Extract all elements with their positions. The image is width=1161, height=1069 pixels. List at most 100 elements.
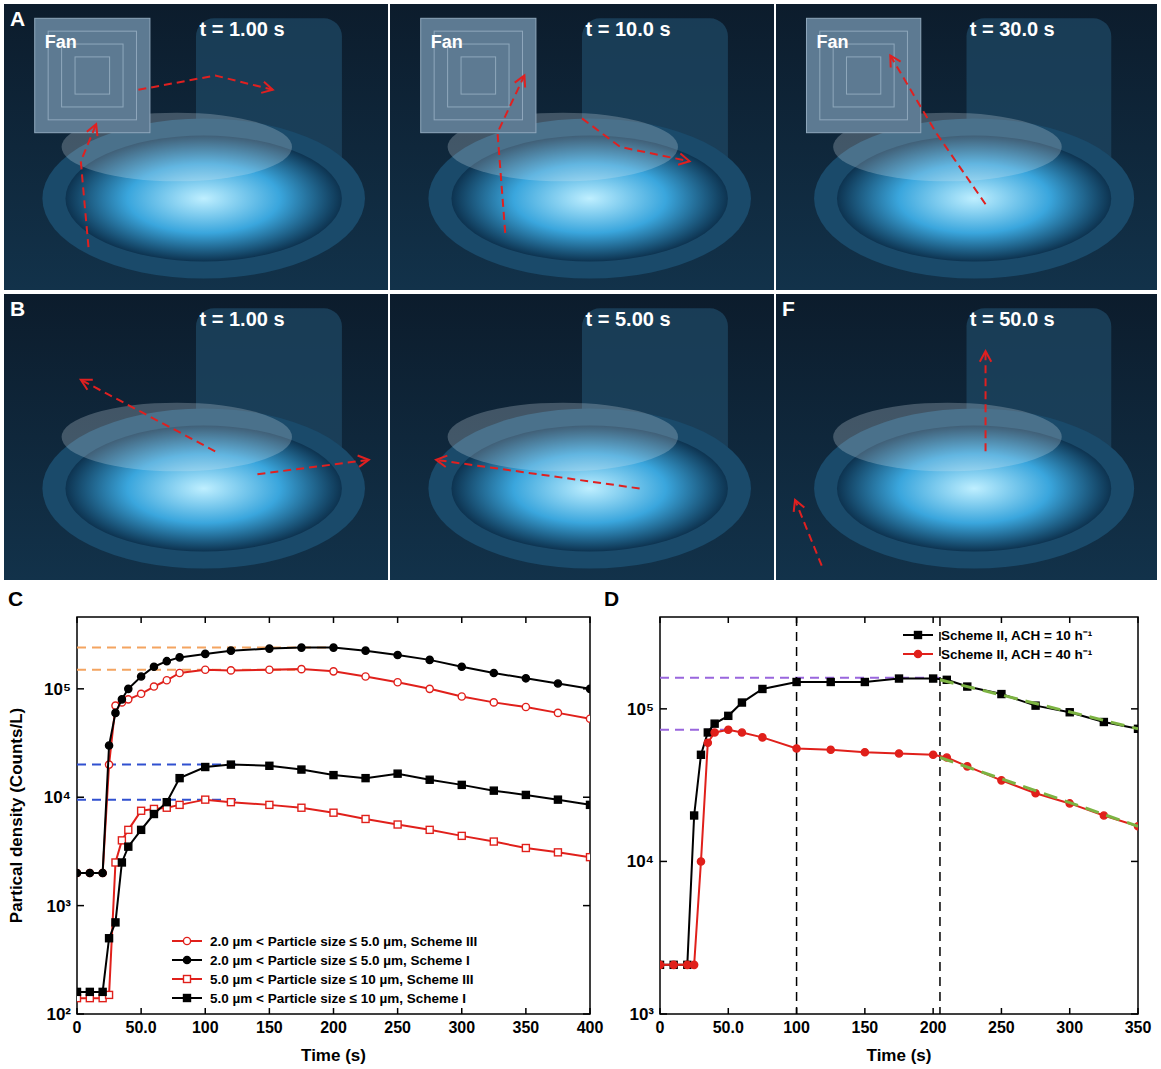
fan bbox=[421, 18, 536, 132]
y-tick-label: 10³ bbox=[629, 1005, 654, 1024]
x-tick-label: 50.0 bbox=[126, 1019, 157, 1036]
data-point bbox=[895, 750, 902, 757]
data-point bbox=[227, 761, 234, 768]
data-point bbox=[725, 726, 732, 733]
x-tick bbox=[269, 617, 271, 623]
data-point bbox=[330, 772, 337, 779]
legend: 2.0 µm < Particle size ≤ 5.0 µm, Scheme … bbox=[172, 934, 477, 1006]
data-point bbox=[458, 781, 465, 788]
x-tick bbox=[140, 1008, 142, 1014]
data-point bbox=[861, 678, 868, 685]
data-point bbox=[691, 961, 698, 968]
data-point bbox=[670, 961, 677, 968]
series-line bbox=[660, 730, 1138, 965]
photo-panel: Fant = 30.0 s bbox=[776, 4, 1157, 290]
data-point bbox=[125, 685, 132, 692]
fit-line bbox=[940, 757, 1138, 826]
y-tick bbox=[583, 796, 590, 798]
data-point bbox=[138, 807, 145, 814]
flow-arrow bbox=[582, 118, 690, 161]
x-tick bbox=[728, 617, 730, 623]
data-point bbox=[105, 742, 112, 749]
data-point bbox=[684, 961, 691, 968]
data-point bbox=[426, 776, 433, 783]
data-point bbox=[125, 826, 132, 833]
data-point bbox=[86, 869, 93, 876]
photo-panel: t = 5.00 s bbox=[390, 294, 774, 580]
data-point bbox=[697, 858, 704, 865]
data-point bbox=[426, 685, 433, 692]
data-point bbox=[930, 751, 937, 758]
data-point bbox=[86, 988, 93, 995]
data-point bbox=[118, 859, 125, 866]
data-point bbox=[163, 799, 170, 806]
x-tick-label: 0 bbox=[656, 1019, 665, 1036]
x-tick bbox=[728, 1008, 730, 1014]
fan-grille bbox=[448, 44, 509, 107]
legend-label: Scheme II, ACH = 40 h⁻¹ bbox=[941, 647, 1093, 662]
fan-label: Fan bbox=[45, 32, 77, 52]
time-label: t = 10.0 s bbox=[586, 18, 671, 40]
x-tick bbox=[461, 617, 463, 623]
photo-background bbox=[4, 294, 388, 580]
data-point bbox=[704, 739, 711, 746]
data-point bbox=[150, 663, 157, 670]
data-point bbox=[106, 935, 113, 942]
flow-arrow-head bbox=[436, 456, 447, 467]
x-tick-label: 300 bbox=[1056, 1019, 1083, 1036]
series-line bbox=[77, 765, 590, 992]
data-point bbox=[112, 919, 119, 926]
y-tick-label: 10⁵ bbox=[44, 680, 71, 699]
data-point bbox=[670, 961, 677, 968]
x-tick bbox=[525, 1008, 527, 1014]
data-point bbox=[176, 801, 183, 808]
data-point bbox=[227, 647, 234, 654]
data-point bbox=[298, 766, 305, 773]
data-point bbox=[362, 673, 369, 680]
data-point bbox=[490, 838, 497, 845]
photo-background bbox=[4, 4, 388, 290]
x-tick bbox=[932, 617, 934, 623]
data-point bbox=[77, 988, 81, 995]
flow-arrow-head bbox=[678, 154, 689, 165]
flow-arrow-head bbox=[87, 124, 98, 136]
y-tick bbox=[77, 688, 84, 690]
aerosol-cloud bbox=[448, 403, 678, 472]
legend-marker bbox=[914, 650, 921, 657]
x-axis-title: Time (s) bbox=[301, 1046, 366, 1065]
data-point bbox=[394, 821, 401, 828]
fan bbox=[35, 18, 150, 132]
plot-area bbox=[660, 617, 1138, 1014]
data-point bbox=[861, 749, 868, 756]
panel-letter: D bbox=[604, 587, 619, 610]
legend-marker bbox=[915, 632, 922, 639]
data-point bbox=[554, 796, 561, 803]
legend-label: 2.0 µm < Particle size ≤ 5.0 µm, Scheme … bbox=[210, 934, 477, 949]
flow-arrow-head bbox=[980, 351, 992, 362]
data-point bbox=[738, 729, 745, 736]
photo-background bbox=[776, 294, 1157, 580]
y-tick bbox=[1131, 861, 1138, 863]
data-point bbox=[522, 791, 529, 798]
data-point bbox=[587, 854, 591, 861]
flow-arrow bbox=[436, 460, 640, 489]
x-tick-label: 150 bbox=[256, 1019, 283, 1036]
x-axis-title: Time (s) bbox=[867, 1046, 932, 1065]
y-tick bbox=[77, 796, 84, 798]
y-tick-label: 10⁵ bbox=[627, 700, 654, 719]
flow-arrow bbox=[257, 460, 368, 474]
legend-label: Scheme II, ACH = 10 h⁻¹ bbox=[941, 628, 1093, 643]
data-point bbox=[458, 832, 465, 839]
data-point bbox=[711, 729, 718, 736]
x-tick bbox=[525, 617, 527, 623]
fit-line bbox=[940, 680, 1138, 729]
data-point bbox=[150, 683, 157, 690]
data-point bbox=[202, 796, 209, 803]
fan-grille bbox=[846, 57, 880, 94]
x-tick bbox=[205, 1008, 207, 1014]
data-point bbox=[362, 815, 369, 822]
legend-label: 2.0 µm < Particle size ≤ 5.0 µm, Scheme … bbox=[210, 953, 470, 968]
data-point bbox=[138, 690, 145, 697]
data-point bbox=[112, 709, 119, 716]
data-point bbox=[266, 645, 273, 652]
